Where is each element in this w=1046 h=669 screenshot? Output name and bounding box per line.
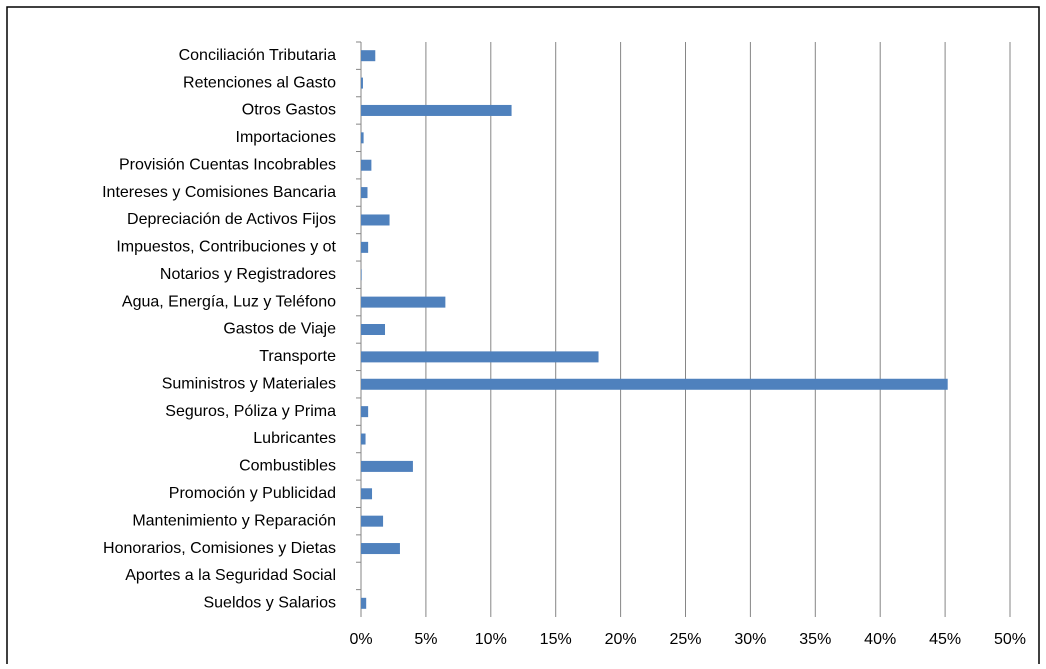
- y-tick-label: Mantenimiento y Reparación: [132, 512, 336, 529]
- y-tick-label: Combustibles: [239, 458, 336, 475]
- bar: [361, 214, 390, 226]
- y-tick-label: Retenciones al Gasto: [183, 74, 336, 91]
- bar: [361, 406, 369, 418]
- x-tick-label: 25%: [669, 631, 701, 648]
- bar: [361, 597, 367, 609]
- x-tick-label: 20%: [605, 631, 637, 648]
- chart-frame: [6, 6, 1040, 669]
- bar: [361, 543, 400, 555]
- x-tick-label: 35%: [799, 631, 831, 648]
- bar: [361, 187, 368, 199]
- bar: [361, 132, 364, 144]
- bar: [361, 488, 373, 500]
- x-tick-label: 5%: [414, 631, 437, 648]
- x-tick-label: 0%: [349, 631, 372, 648]
- x-tick-label: 15%: [540, 631, 572, 648]
- y-tick-label: Sueldos y Salarios: [203, 595, 336, 612]
- x-tick-label: 30%: [734, 631, 766, 648]
- bar: [361, 296, 446, 308]
- y-tick-label: Intereses y Comisiones Bancaria: [102, 184, 336, 201]
- y-tick-label: Agua, Energía, Luz y Teléfono: [122, 293, 336, 310]
- y-tick-label: Depreciación de Activos Fijos: [127, 211, 336, 228]
- x-tick-label: 10%: [475, 631, 507, 648]
- bar: [361, 515, 384, 527]
- y-tick-label: Suministros y Materiales: [162, 375, 336, 392]
- bar: [361, 104, 512, 116]
- y-tick-label: Gastos de Viaje: [223, 321, 336, 338]
- y-tick-label: Conciliación Tributaria: [179, 47, 337, 64]
- y-tick-label: Transporte: [259, 348, 336, 365]
- y-tick-label: Honorarios, Comisiones y Dietas: [103, 540, 336, 557]
- bar: [361, 269, 362, 281]
- y-tick-label: Notarios y Registradores: [160, 266, 336, 283]
- bar: [361, 433, 366, 445]
- y-tick-label: Otros Gastos: [242, 102, 336, 119]
- bar: [361, 460, 413, 472]
- y-tick-label: Impuestos, Contribuciones y ot: [116, 239, 336, 256]
- y-tick-label: Lubricantes: [253, 430, 336, 447]
- bar: [361, 50, 376, 62]
- bar: [361, 351, 599, 363]
- bar: [361, 159, 372, 171]
- y-tick-label: Provisión Cuentas Incobrables: [119, 156, 336, 173]
- bar: [361, 241, 369, 253]
- y-tick-label: Promoción y Publicidad: [169, 485, 336, 502]
- bar: [361, 378, 948, 390]
- x-tick-label: 50%: [994, 631, 1026, 648]
- bar: [361, 77, 363, 89]
- bar: [361, 324, 386, 335]
- y-tick-label: Seguros, Póliza y Prima: [165, 403, 336, 420]
- y-tick-label: Importaciones: [236, 129, 337, 146]
- y-tick-label: Aportes a la Seguridad Social: [125, 567, 336, 584]
- x-tick-label: 45%: [929, 631, 961, 648]
- x-tick-label: 40%: [864, 631, 896, 648]
